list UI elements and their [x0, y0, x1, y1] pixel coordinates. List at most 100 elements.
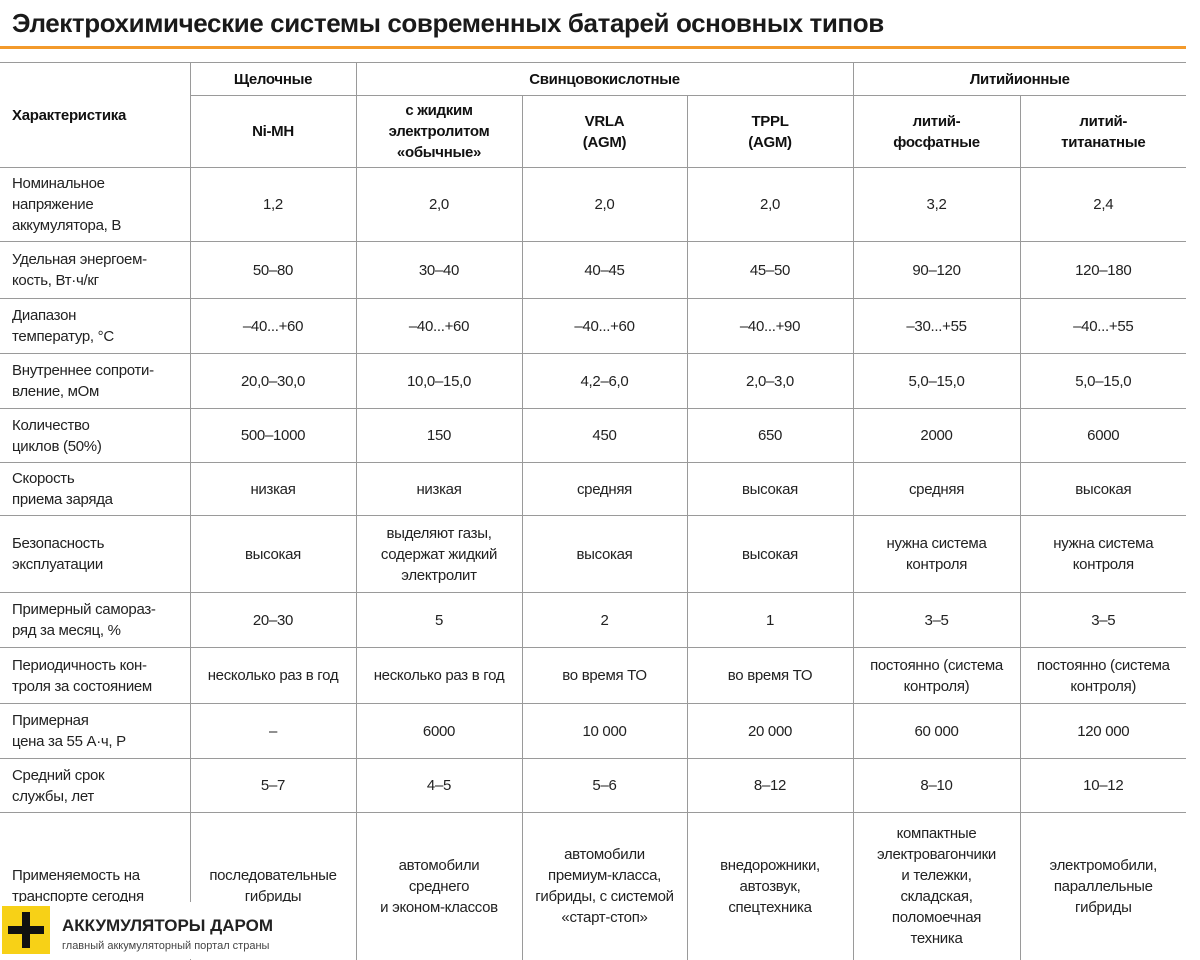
table-cell: 2,0	[355, 167, 523, 242]
table-cell: выделяют газы, содержат жидкий электроли…	[355, 515, 523, 593]
table-cell: 150	[355, 408, 523, 463]
logo-icon-bar	[22, 912, 30, 948]
table-row: Периодичность кон- троля за состоянием не…	[0, 647, 1187, 704]
table-cell: 4,2–6,0	[521, 353, 688, 409]
row-header: Средний срок службы, лет	[0, 758, 191, 813]
table-cell: средняя	[852, 462, 1021, 516]
header-row: Характеристика Щелочные Свинцовокислотные Л…	[0, 62, 1187, 168]
table-cell: 60 000	[852, 703, 1021, 759]
table-cell: 2000	[852, 408, 1021, 463]
table-cell: нужна система контроля	[852, 515, 1021, 593]
table-cell: 1	[686, 592, 854, 648]
logo-name: АККУМУЛЯТОРЫ ДАРОМ	[62, 916, 274, 935]
comparison-table: Характеристика Щелочные Свинцовокислотные Л…	[0, 62, 1187, 960]
table-cell: 650	[686, 408, 854, 463]
table-cell: высокая	[686, 462, 854, 516]
table-cell: 45–50	[686, 241, 854, 299]
table-cell: 40–45	[521, 241, 688, 299]
row-header: Количество циклов (50%)	[0, 408, 191, 463]
table-cell: несколько раз в год	[189, 647, 357, 704]
table-cell: 2,0	[686, 167, 854, 242]
table-cell: компактные электровагончики и тележки, с…	[852, 812, 1021, 960]
table-cell: автомобили среднего и эконом-классов	[355, 812, 523, 960]
table-row: Безопасность эксплуатации высокая выделяют…	[0, 515, 1187, 593]
table-cell: 90–120	[852, 241, 1021, 299]
group-header: Литийионные	[852, 62, 1187, 96]
table-cell: средняя	[521, 462, 688, 516]
table-row: Номинальное напряжение аккумулятора, В 1,…	[0, 167, 1187, 242]
table-cell: 2,0	[521, 167, 688, 242]
table-cell: –	[189, 703, 357, 759]
table-cell: 20,0–30,0	[189, 353, 357, 409]
table-cell: 3,2	[852, 167, 1021, 242]
column-header: литий- титанатные	[1019, 95, 1187, 168]
table-row: Диапазон температур, °С –40...+60 –40...+6…	[0, 298, 1187, 354]
table-cell: 5,0–15,0	[852, 353, 1021, 409]
table-cell: 5	[355, 592, 523, 648]
table-row: Скорость приема заряда низкая низкая средня…	[0, 462, 1187, 516]
logo-tagline: главный аккумуляторный портал страны	[62, 940, 270, 952]
column-header: Ni-MH	[190, 95, 357, 168]
table-cell: внедорожники, автозвук, спецтехника	[686, 812, 854, 960]
row-header: Безопасность эксплуатации	[0, 515, 191, 593]
table-cell: 10 000	[521, 703, 688, 759]
table-cell: высокая	[189, 515, 357, 593]
table-cell: –40...+60	[189, 298, 357, 354]
table-cell: 6000	[355, 703, 523, 759]
table-cell: 5,0–15,0	[1019, 353, 1187, 409]
logo: АККУМУЛЯТОРЫ ДАРОМ главный аккумуляторны…	[0, 902, 300, 959]
table-cell: несколько раз в год	[355, 647, 523, 704]
table-cell: –40...+90	[686, 298, 854, 354]
table-row: Примерная цена за 55 А·ч, Р –6000 10 000 20…	[0, 703, 1187, 759]
table-row: Внутреннее сопроти- вление, мОм 20,0–30,0…	[0, 353, 1187, 409]
table-cell: низкая	[189, 462, 357, 516]
column-header: TPPL (AGM)	[686, 95, 854, 168]
table-cell: во время ТО	[521, 647, 688, 704]
table-cell: –40...+55	[1019, 298, 1187, 354]
table-cell: –30...+55	[852, 298, 1021, 354]
group-header: Щелочные	[189, 62, 357, 96]
table-cell: 2,0–3,0	[686, 353, 854, 409]
table-cell: нужна система контроля	[1019, 515, 1187, 593]
table-row: Удельная энергоем- кость, Вт·ч/кг 50–80 30…	[0, 241, 1187, 299]
column-header: VRLA (AGM)	[521, 95, 688, 168]
table-cell: 3–5	[852, 592, 1021, 648]
row-header: Внутреннее сопроти- вление, мОм	[0, 353, 191, 409]
table-cell: электромобили, параллельные гибриды	[1019, 812, 1187, 960]
row-header: Периодичность кон- троля за состоянием	[0, 647, 191, 704]
corner-header: Характеристика	[0, 62, 191, 168]
table-cell: 2,4	[1019, 167, 1187, 242]
table-row: Количество циклов (50%) 500–1000 150 450 650…	[0, 408, 1187, 463]
table-cell: 30–40	[355, 241, 523, 299]
table-cell: –40...+60	[521, 298, 688, 354]
table-cell: 3–5	[1019, 592, 1187, 648]
table-cell: 8–10	[852, 758, 1021, 813]
column-header: литий- фосфатные	[852, 95, 1021, 168]
row-header: Удельная энергоем- кость, Вт·ч/кг	[0, 241, 191, 299]
table-cell: 120 000	[1019, 703, 1187, 759]
table-cell: высокая	[521, 515, 688, 593]
table-row: Применяемость на транспорте сегодня после…	[0, 812, 1187, 960]
row-header: Примерная цена за 55 А·ч, Р	[0, 703, 191, 759]
table-cell: постоянно (система контроля)	[1019, 647, 1187, 704]
table-cell: 450	[521, 408, 688, 463]
row-header: Скорость приема заряда	[0, 462, 191, 516]
table-cell: 20 000	[686, 703, 854, 759]
table-cell: 8–12	[686, 758, 854, 813]
table-cell: высокая	[1019, 462, 1187, 516]
group-header: Свинцовокислотные	[355, 62, 854, 96]
table-cell: во время ТО	[686, 647, 854, 704]
table-cell: 1,2	[189, 167, 357, 242]
table-cell: 50–80	[189, 241, 357, 299]
table-row: Примерный самораз- ряд за месяц, % 20–30 5…	[0, 592, 1187, 648]
table-cell: 10–12	[1019, 758, 1187, 813]
row-header: Диапазон температур, °С	[0, 298, 191, 354]
row-header: Номинальное напряжение аккумулятора, В	[0, 167, 191, 242]
column-header: с жидким электролитом «обычные»	[355, 95, 523, 168]
table-cell: 4–5	[355, 758, 523, 813]
title: Электрохимические системы современных ба…	[12, 8, 884, 38]
table-cell: 500–1000	[189, 408, 357, 463]
table-cell: 5–7	[189, 758, 357, 813]
table-cell: 5–6	[521, 758, 688, 813]
table-cell: –40...+60	[355, 298, 523, 354]
